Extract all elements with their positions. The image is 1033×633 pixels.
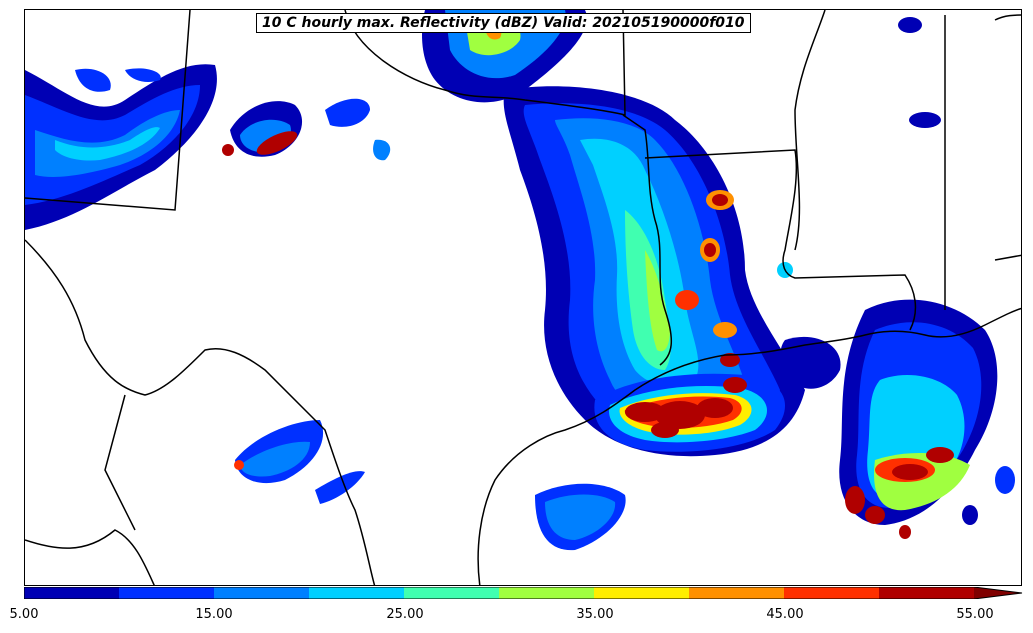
map-boundaries — [25, 10, 1021, 585]
state-border-ok-tx — [344, 10, 626, 116]
colorbar-bin-50-55 — [879, 587, 974, 599]
border-mexico-state — [104, 394, 136, 531]
state-border-nm-tx — [25, 10, 191, 211]
gulf-coastline — [477, 307, 1021, 585]
border-us-mexico — [25, 239, 376, 585]
reflectivity-map — [25, 10, 1021, 585]
border-mexico-inner — [25, 529, 155, 585]
tick-label-5: 5.00 — [9, 607, 39, 622]
colorbar-bin-15-20 — [214, 587, 309, 599]
colorbar-bin-20-25 — [309, 587, 404, 599]
map-panel — [24, 9, 1022, 586]
storm-band-northwest — [25, 64, 217, 230]
storm-complex-louisiana — [780, 299, 998, 539]
colorbar-bin-10-15 — [119, 587, 214, 599]
tick-label-55: 55.00 — [956, 607, 994, 622]
tick-label-35: 35.00 — [576, 607, 614, 622]
storm-cell-offshore-south — [535, 483, 626, 551]
colorbar-bin-45-50 — [784, 587, 879, 599]
colorbar-bin-30-35 — [499, 587, 594, 599]
state-border-al-fl — [994, 254, 1021, 261]
coastline-ne — [994, 14, 1021, 21]
colorbar-outline — [24, 587, 1023, 599]
state-border-ar-la — [644, 149, 917, 331]
state-border-tx-la — [622, 114, 672, 366]
colorbar-bin-40-45 — [689, 587, 784, 599]
colorbar — [24, 587, 1023, 599]
colorbar-bin-5-10 — [24, 587, 119, 599]
colorbar-extend-arrow — [974, 587, 1022, 599]
colorbar-bin-35-40 — [594, 587, 689, 599]
storm-cells-southwest — [234, 420, 365, 504]
storm-cells-east-scattered — [777, 17, 1015, 525]
colorbar-bin-25-30 — [404, 587, 499, 599]
state-border-ms-river — [794, 10, 826, 251]
storm-cells-sabine — [675, 190, 740, 367]
tick-label-25: 25.00 — [386, 607, 424, 622]
tick-label-15: 15.00 — [195, 607, 233, 622]
storm-cells-gulf-coast — [594, 373, 785, 452]
map-title: 10 C hourly max. Reflectivity (dBZ) Vali… — [256, 13, 751, 33]
tick-label-45: 45.00 — [766, 607, 804, 622]
storm-cells-panhandle — [222, 98, 391, 161]
